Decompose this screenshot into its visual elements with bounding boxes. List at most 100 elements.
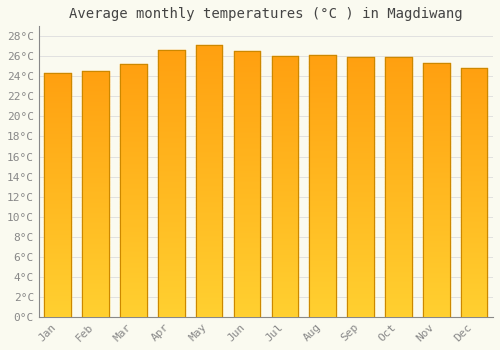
Bar: [120, 298, 146, 299]
Bar: [461, 255, 487, 256]
Bar: [120, 169, 146, 170]
Bar: [310, 97, 336, 98]
Bar: [234, 91, 260, 92]
Bar: [44, 155, 71, 156]
Bar: [348, 68, 374, 69]
Bar: [272, 250, 298, 252]
Bar: [120, 158, 146, 159]
Bar: [158, 172, 184, 173]
Bar: [310, 186, 336, 187]
Bar: [385, 296, 411, 297]
Bar: [44, 308, 71, 309]
Bar: [120, 294, 146, 295]
Bar: [461, 168, 487, 169]
Bar: [272, 172, 298, 174]
Bar: [44, 248, 71, 250]
Bar: [423, 117, 450, 118]
Bar: [348, 59, 374, 60]
Bar: [196, 314, 222, 315]
Bar: [272, 275, 298, 276]
Bar: [44, 154, 71, 155]
Bar: [158, 61, 184, 62]
Bar: [423, 176, 450, 177]
Bar: [423, 160, 450, 161]
Bar: [234, 130, 260, 131]
Bar: [120, 133, 146, 134]
Bar: [196, 233, 222, 234]
Bar: [82, 224, 109, 225]
Bar: [272, 78, 298, 80]
Bar: [348, 85, 374, 86]
Bar: [348, 258, 374, 260]
Bar: [310, 153, 336, 155]
Bar: [44, 195, 71, 196]
Bar: [348, 295, 374, 296]
Bar: [158, 146, 184, 148]
Bar: [234, 168, 260, 169]
Bar: [385, 314, 411, 315]
Bar: [82, 84, 109, 85]
Bar: [385, 111, 411, 112]
Bar: [348, 236, 374, 238]
Bar: [461, 112, 487, 113]
Bar: [310, 189, 336, 190]
Bar: [234, 294, 260, 295]
Bar: [196, 310, 222, 312]
Bar: [44, 153, 71, 154]
Bar: [158, 282, 184, 284]
Bar: [158, 181, 184, 182]
Bar: [158, 185, 184, 186]
Bar: [44, 183, 71, 184]
Bar: [272, 146, 298, 147]
Bar: [82, 278, 109, 279]
Bar: [234, 270, 260, 272]
Bar: [310, 229, 336, 231]
Bar: [423, 90, 450, 91]
Bar: [423, 255, 450, 256]
Bar: [385, 139, 411, 140]
Bar: [310, 292, 336, 293]
Bar: [461, 102, 487, 103]
Bar: [272, 68, 298, 69]
Bar: [120, 136, 146, 138]
Bar: [158, 225, 184, 226]
Bar: [234, 181, 260, 183]
Bar: [44, 76, 71, 77]
Bar: [310, 74, 336, 75]
Bar: [44, 79, 71, 80]
Bar: [423, 85, 450, 86]
Bar: [196, 254, 222, 256]
Bar: [234, 189, 260, 191]
Bar: [461, 220, 487, 221]
Bar: [82, 136, 109, 138]
Bar: [461, 273, 487, 274]
Bar: [348, 78, 374, 79]
Bar: [82, 313, 109, 314]
Bar: [234, 52, 260, 54]
Bar: [348, 134, 374, 135]
Bar: [272, 110, 298, 111]
Bar: [423, 139, 450, 141]
Bar: [272, 158, 298, 159]
Bar: [158, 312, 184, 313]
Bar: [348, 99, 374, 100]
Bar: [234, 118, 260, 119]
Bar: [82, 98, 109, 100]
Bar: [348, 222, 374, 223]
Bar: [310, 253, 336, 254]
Bar: [348, 200, 374, 201]
Bar: [385, 205, 411, 206]
Bar: [234, 305, 260, 306]
Bar: [234, 149, 260, 151]
Bar: [234, 99, 260, 100]
Bar: [272, 121, 298, 123]
Bar: [44, 178, 71, 179]
Bar: [348, 186, 374, 187]
Bar: [348, 140, 374, 142]
Bar: [234, 180, 260, 181]
Bar: [423, 243, 450, 245]
Bar: [423, 314, 450, 316]
Bar: [461, 96, 487, 97]
Bar: [272, 56, 298, 58]
Bar: [310, 149, 336, 151]
